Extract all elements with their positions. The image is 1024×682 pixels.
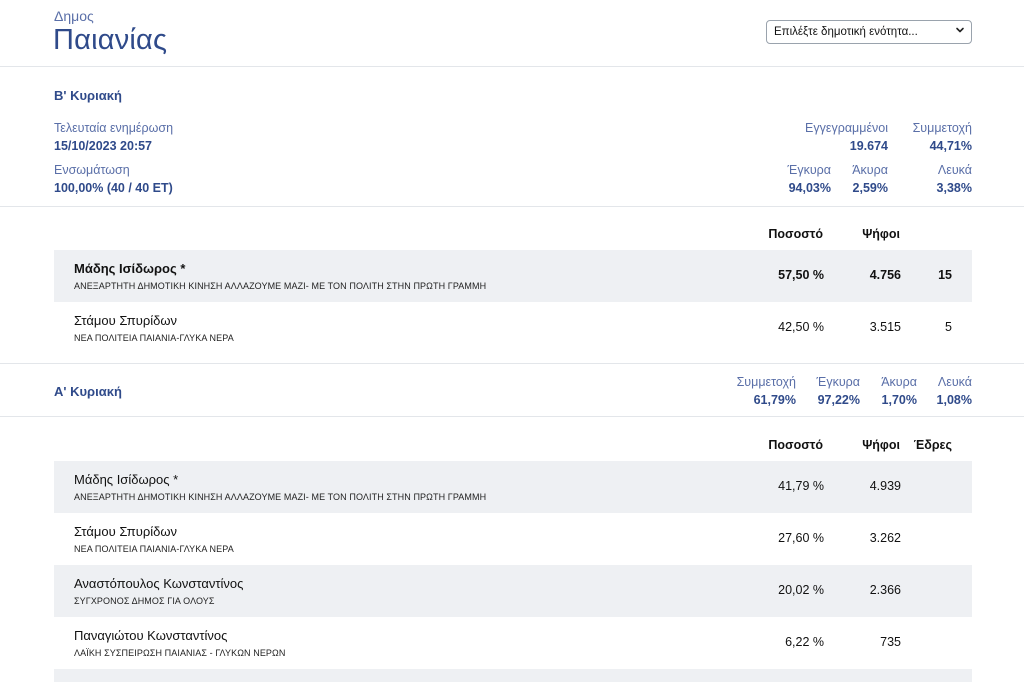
round-a-valid-label: Έγκυρα bbox=[816, 375, 860, 389]
last-update-label: Τελευταία ενημέρωση bbox=[54, 121, 174, 135]
page-header: Δημος Παιανίας Επιλέξτε δημοτική ενότητα… bbox=[0, 0, 1024, 67]
seat-count: 5 bbox=[945, 320, 952, 334]
seat-count: 15 bbox=[938, 268, 952, 282]
divider bbox=[0, 363, 1024, 364]
round-a-valid-value: 97,22% bbox=[817, 393, 860, 407]
registered-value: 19.674 bbox=[849, 139, 888, 153]
candidate-name: Στάμου Σπυρίδων bbox=[74, 524, 177, 539]
chevron-down-icon bbox=[956, 27, 964, 33]
blank-value: 3,38% bbox=[936, 181, 972, 195]
round-a-title: Α' Κυριακή bbox=[54, 384, 122, 399]
divider bbox=[0, 416, 1024, 417]
table-row: Στάμου Σπυρίδων ΝΕΑ ΠΟΛΙΤΕΙΑ ΠΑΙΑΝΙΑ-ΓΛΥ… bbox=[54, 302, 972, 354]
table-row: Μάδης Ισίδωρος * ΑΝΕΞΑΡΤΗΤΗ ΔΗΜΟΤΙΚΗ ΚΙΝ… bbox=[54, 461, 972, 513]
round-a-col-pct: Ποσοστό bbox=[768, 438, 823, 452]
round-a-col-votes: Ψήφοι bbox=[862, 438, 900, 452]
party-name: ΛΑΪΚΗ ΣΥΣΠΕΙΡΩΣΗ ΠΑΙΑΝΙΑΣ - ΓΛΥΚΩΝ ΝΕΡΩΝ bbox=[74, 648, 286, 658]
round-a-invalid-value: 1,70% bbox=[881, 393, 917, 407]
last-update-value: 15/10/2023 20:57 bbox=[54, 139, 153, 153]
vote-percentage: 27,60 % bbox=[778, 531, 824, 545]
table-row: Αναστόπουλος Κωνσταντίνος ΣΥΓΧΡΟΝΟΣ ΔΗΜΟ… bbox=[54, 565, 972, 617]
municipal-unit-select[interactable]: Επιλέξτε δημοτική ενότητα... bbox=[766, 20, 972, 44]
candidate-name: Αναστόπουλος Κωνσταντίνος bbox=[74, 576, 244, 591]
vote-count: 2.366 bbox=[869, 583, 901, 597]
party-name: ΑΝΕΞΑΡΤΗΤΗ ΔΗΜΟΤΙΚΗ ΚΙΝΗΣΗ ΑΛΛΑΖΟΥΜΕ ΜΑΖ… bbox=[74, 492, 487, 502]
table-row: Στάμου Σπυρίδων ΝΕΑ ΠΟΛΙΤΕΙΑ ΠΑΙΑΝΙΑ-ΓΛΥ… bbox=[54, 513, 972, 565]
divider bbox=[0, 206, 1024, 207]
vote-percentage: 20,02 % bbox=[778, 583, 824, 597]
party-name: ΝΕΑ ΠΟΛΙΤΕΙΑ ΠΑΙΑΝΙΑ-ΓΛΥΚΑ ΝΕΡΑ bbox=[74, 544, 234, 554]
round-b-col-votes: Ψήφοι bbox=[862, 227, 900, 241]
vote-percentage: 41,79 % bbox=[778, 479, 824, 493]
invalid-label: Άκυρα bbox=[852, 163, 888, 177]
round-b-title: Β' Κυριακή bbox=[54, 88, 122, 103]
blank-label: Λευκά bbox=[937, 163, 972, 177]
round-a-col-seats: Έδρες bbox=[913, 438, 952, 452]
candidate-name: Παναγιώτου Κωνσταντίνος bbox=[74, 628, 228, 643]
turnout-value: 44,71% bbox=[929, 139, 972, 153]
table-row bbox=[54, 669, 972, 682]
municipality-label: Δημος bbox=[54, 8, 94, 24]
party-name: ΣΥΓΧΡΟΝΟΣ ΔΗΜΟΣ ΓΙΑ ΟΛΟΥΣ bbox=[74, 596, 215, 606]
vote-count: 735 bbox=[880, 635, 901, 649]
vote-count: 3.262 bbox=[869, 531, 901, 545]
round-a-turnout-label: Συμμετοχή bbox=[736, 375, 796, 389]
table-row: Μάδης Ισίδωρος * ΑΝΕΞΑΡΤΗΤΗ ΔΗΜΟΤΙΚΗ ΚΙΝ… bbox=[54, 250, 972, 302]
candidate-name: Στάμου Σπυρίδων bbox=[74, 313, 177, 328]
vote-count: 3.515 bbox=[869, 320, 901, 334]
invalid-value: 2,59% bbox=[852, 181, 888, 195]
vote-count: 4.939 bbox=[869, 479, 901, 493]
party-name: ΝΕΑ ΠΟΛΙΤΕΙΑ ΠΑΙΑΝΙΑ-ΓΛΥΚΑ ΝΕΡΑ bbox=[74, 333, 234, 343]
vote-count: 4.756 bbox=[869, 268, 901, 282]
round-a-turnout-value: 61,79% bbox=[753, 393, 796, 407]
turnout-label: Συμμετοχή bbox=[912, 121, 972, 135]
municipal-unit-select-value: Επιλέξτε δημοτική ενότητα... bbox=[774, 26, 918, 38]
round-b-col-pct: Ποσοστό bbox=[768, 227, 823, 241]
municipality-name: Παιανίας bbox=[53, 24, 168, 56]
vote-percentage: 57,50 % bbox=[778, 268, 824, 282]
integration-value: 100,00% (40 / 40 ΕΤ) bbox=[54, 181, 173, 195]
valid-label: Έγκυρα bbox=[787, 163, 831, 177]
round-a-blank-value: 1,08% bbox=[936, 393, 972, 407]
table-row: Παναγιώτου Κωνσταντίνος ΛΑΪΚΗ ΣΥΣΠΕΙΡΩΣΗ… bbox=[54, 617, 972, 669]
integration-label: Ενσωμάτωση bbox=[54, 163, 130, 177]
vote-percentage: 42,50 % bbox=[778, 320, 824, 334]
vote-percentage: 6,22 % bbox=[785, 635, 824, 649]
valid-value: 94,03% bbox=[788, 181, 831, 195]
candidate-name: Μάδης Ισίδωρος * bbox=[74, 472, 179, 487]
round-a-blank-label: Λευκά bbox=[937, 375, 972, 389]
candidate-name: Μάδης Ισίδωρος * bbox=[74, 261, 186, 276]
registered-label: Εγγεγραμμένοι bbox=[805, 121, 888, 135]
party-name: ΑΝΕΞΑΡΤΗΤΗ ΔΗΜΟΤΙΚΗ ΚΙΝΗΣΗ ΑΛΛΑΖΟΥΜΕ ΜΑΖ… bbox=[74, 281, 487, 291]
round-a-invalid-label: Άκυρα bbox=[881, 375, 917, 389]
